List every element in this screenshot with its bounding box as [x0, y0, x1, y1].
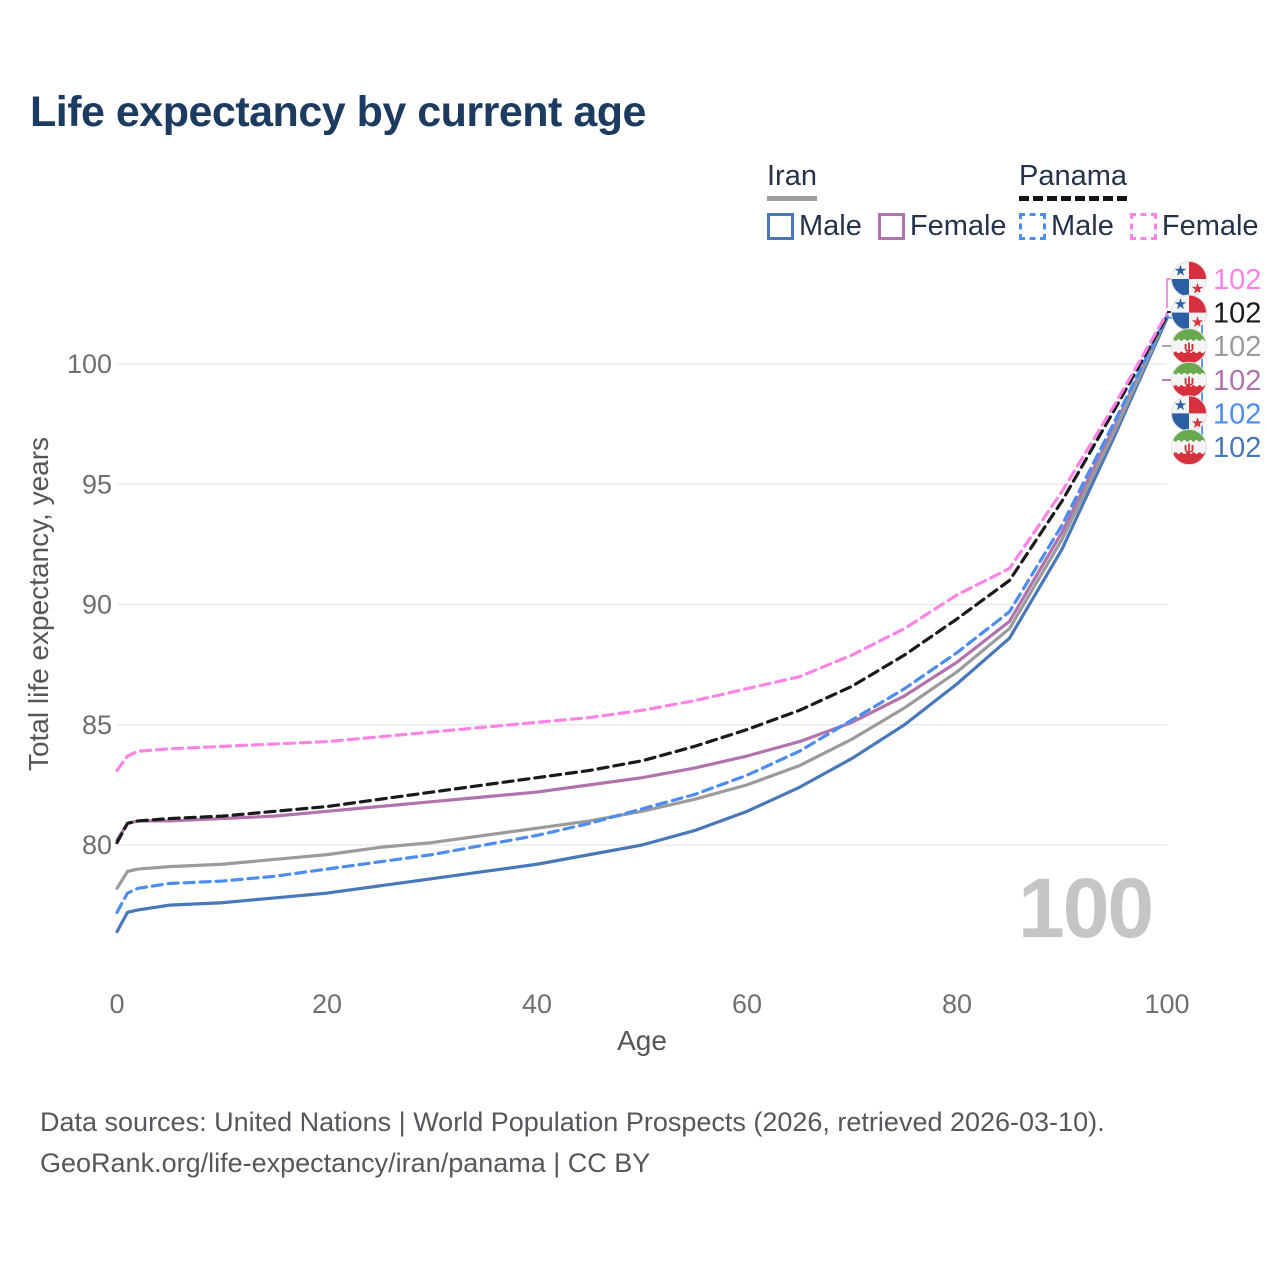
y-tick-label: 85	[82, 710, 112, 740]
legend-group-title-panama: Panama	[1019, 160, 1128, 201]
legend-swatch-icon	[767, 213, 794, 240]
legend-group-panama: Panama Male Female	[1019, 160, 1275, 243]
x-tick-label: 80	[942, 989, 972, 1019]
legend-item-panama-male[interactable]: Male	[1019, 210, 1114, 243]
footer: Data sources: United Nations | World Pop…	[40, 1102, 1105, 1184]
legend-swatch-icon	[1019, 213, 1046, 240]
end-value-label: 102	[1213, 298, 1261, 330]
series-line-panama-male	[115, 314, 1169, 914]
legend-swatch-icon	[1129, 213, 1157, 240]
end-value-label: 102	[1213, 331, 1261, 363]
legend-item-iran-female[interactable]: Female	[877, 210, 1007, 243]
footer-sources: Data sources: United Nations | World Pop…	[40, 1107, 1105, 1137]
x-tick-label: 40	[522, 989, 552, 1019]
x-tick-label: 20	[312, 989, 342, 1019]
svg-text:★: ★	[1174, 397, 1187, 414]
svg-text:ψ: ψ	[1184, 372, 1195, 388]
legend-item-panama-female[interactable]: Female	[1129, 210, 1259, 243]
series-line-iran-male	[115, 316, 1169, 934]
age-indicator-watermark: 100	[1018, 861, 1154, 955]
legend-item-label: Female	[909, 210, 1007, 242]
legend-group-iran: Iran Male Female	[767, 160, 1023, 243]
y-tick-label: 80	[82, 830, 112, 860]
panama-flag-icon: ★★	[1170, 395, 1208, 432]
end-value-label: 102	[1213, 365, 1261, 397]
legend-group-title-iran: Iran	[767, 160, 817, 201]
legend-item-label: Female	[1161, 210, 1259, 242]
x-tick-label: 100	[1144, 989, 1189, 1019]
y-tick-label: 100	[67, 349, 112, 379]
legend-swatch-icon	[877, 213, 905, 240]
series-line-iran-both-sexes	[115, 314, 1169, 890]
legend-item-label: Male	[799, 210, 862, 242]
end-value-label: 102	[1213, 264, 1261, 296]
svg-text:ψ: ψ	[1184, 440, 1195, 456]
y-tick-label: 95	[82, 469, 112, 499]
plot-hover-area[interactable]	[117, 270, 1167, 870]
legend-item-label: Male	[1051, 210, 1114, 242]
end-label-connector	[1166, 278, 1172, 308]
footer-attribution: GeoRank.org/life-expectancy/iran/panama …	[40, 1148, 651, 1178]
panama-flag-icon: ★★	[1170, 294, 1208, 331]
iran-flag-icon: ψ	[1170, 328, 1208, 365]
iran-flag-icon: ψ	[1170, 428, 1208, 466]
svg-text:★: ★	[1174, 263, 1187, 280]
svg-text:ψ: ψ	[1184, 339, 1195, 355]
panama-flag-icon: ★★	[1170, 260, 1208, 298]
x-axis-title: Age	[617, 1025, 667, 1056]
legend-item-iran-male[interactable]: Male	[767, 210, 862, 243]
series-line-iran-female	[115, 314, 1169, 842]
svg-text:★: ★	[1174, 296, 1187, 313]
x-tick-label: 0	[109, 989, 124, 1019]
series-line-panama-female	[115, 311, 1169, 773]
x-tick-label: 60	[732, 989, 762, 1019]
y-axis-title: Total life expectancy, years	[23, 437, 54, 771]
end-value-label: 102	[1213, 398, 1261, 430]
y-tick-label: 90	[82, 590, 112, 620]
end-value-label: 102	[1213, 432, 1261, 464]
series-line-panama-both-sexes	[115, 314, 1169, 845]
iran-flag-icon: ψ	[1170, 361, 1208, 398]
page-title: Life expectancy by current age	[30, 88, 646, 136]
